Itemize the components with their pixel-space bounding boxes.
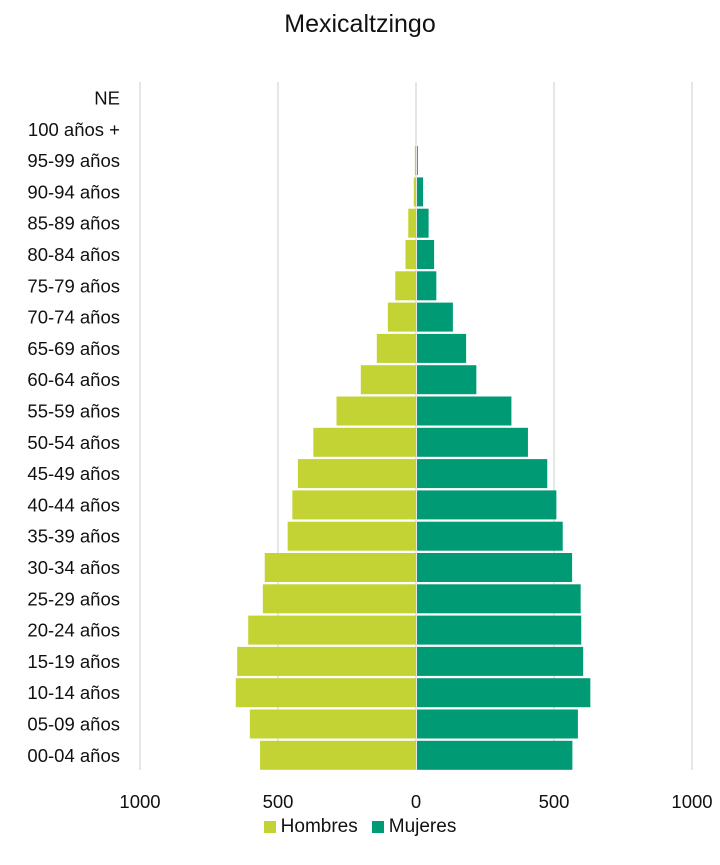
bar-mujeres <box>417 740 573 770</box>
bar-hombres <box>297 459 416 489</box>
x-tick-label: 500 <box>539 791 570 812</box>
y-tick-label: 55-59 años <box>27 401 120 422</box>
legend-item-mujeres: Mujeres <box>371 816 457 838</box>
x-tick-label: 0 <box>411 791 421 812</box>
bars <box>235 146 591 770</box>
bar-mujeres <box>417 709 578 739</box>
legend-swatch <box>263 821 276 833</box>
bar-mujeres <box>417 678 591 708</box>
x-tick-label: 500 <box>263 791 294 812</box>
bar-hombres <box>235 678 416 708</box>
bar-hombres <box>414 146 416 176</box>
bar-mujeres <box>417 521 563 551</box>
y-tick-label: 35-39 años <box>27 526 120 547</box>
bar-hombres <box>264 553 416 582</box>
bar-mujeres <box>417 427 528 457</box>
bar-hombres <box>376 333 416 363</box>
bar-hombres <box>292 490 416 520</box>
bar-hombres <box>413 177 416 207</box>
y-tick-label: 70-74 años <box>27 307 120 328</box>
y-tick-label: 50-54 años <box>27 432 120 453</box>
x-axis-labels: 1000 500 0 500 1000 <box>119 791 712 812</box>
y-tick-label: 10-14 años <box>27 682 120 703</box>
bar-mujeres <box>417 490 557 520</box>
bar-mujeres <box>417 146 418 176</box>
bar-mujeres <box>417 615 582 645</box>
bar-mujeres <box>417 240 435 269</box>
bar-mujeres <box>417 177 424 207</box>
legend-item-hombres: Hombres <box>263 816 358 838</box>
bar-hombres <box>248 615 416 645</box>
x-tick-label: 1000 <box>119 791 160 812</box>
chart-title: Mexicaltzingo <box>284 10 436 38</box>
y-tick-label: 90-94 años <box>27 181 120 202</box>
y-tick-label: NE <box>94 88 120 109</box>
bar-hombres <box>408 208 416 238</box>
bar-hombres <box>237 646 416 676</box>
y-axis-labels: NE 100 años + 95-99 años 90-94 años 85-89 añ… <box>27 88 120 766</box>
bar-hombres <box>262 584 416 614</box>
y-tick-label: 05-09 años <box>27 714 120 735</box>
y-tick-label: 00-04 años <box>27 745 120 766</box>
bar-mujeres <box>417 333 467 363</box>
legend-swatch <box>371 821 384 833</box>
y-tick-label: 25-29 años <box>27 588 120 609</box>
bar-mujeres <box>417 208 429 238</box>
legend-label: Mujeres <box>388 816 457 837</box>
bar-mujeres <box>417 646 584 676</box>
y-tick-label: 80-84 años <box>27 244 120 265</box>
y-tick-label: 15-19 años <box>27 651 120 672</box>
y-tick-label: 85-89 años <box>27 213 120 234</box>
bar-hombres <box>287 521 416 551</box>
legend: Hombres Mujeres <box>0 816 720 838</box>
y-tick-label: 95-99 años <box>27 150 120 171</box>
bar-hombres <box>260 740 416 770</box>
x-tick-label: 1000 <box>671 791 712 812</box>
bar-mujeres <box>417 271 437 301</box>
y-tick-label: 20-24 años <box>27 620 120 641</box>
bar-hombres <box>395 271 416 301</box>
bar-mujeres <box>417 553 573 582</box>
bar-hombres <box>336 396 416 426</box>
y-tick-label: 45-49 años <box>27 463 120 484</box>
bar-mujeres <box>417 365 477 395</box>
legend-label: Hombres <box>280 816 358 837</box>
bar-hombres <box>249 709 416 739</box>
y-tick-label: 40-44 años <box>27 494 120 515</box>
bar-mujeres <box>417 302 453 332</box>
y-tick-label: 30-34 años <box>27 557 120 578</box>
bar-mujeres <box>417 584 581 614</box>
bar-hombres <box>387 302 416 332</box>
y-tick-label: 100 años + <box>28 119 120 140</box>
bar-hombres <box>360 365 416 395</box>
y-tick-label: 65-69 años <box>27 338 120 359</box>
bar-hombres <box>313 427 416 457</box>
bar-mujeres <box>417 396 512 426</box>
y-tick-label: 60-64 años <box>27 369 120 390</box>
bar-mujeres <box>417 459 548 489</box>
bar-hombres <box>405 240 416 269</box>
y-tick-label: 75-79 años <box>27 275 120 296</box>
